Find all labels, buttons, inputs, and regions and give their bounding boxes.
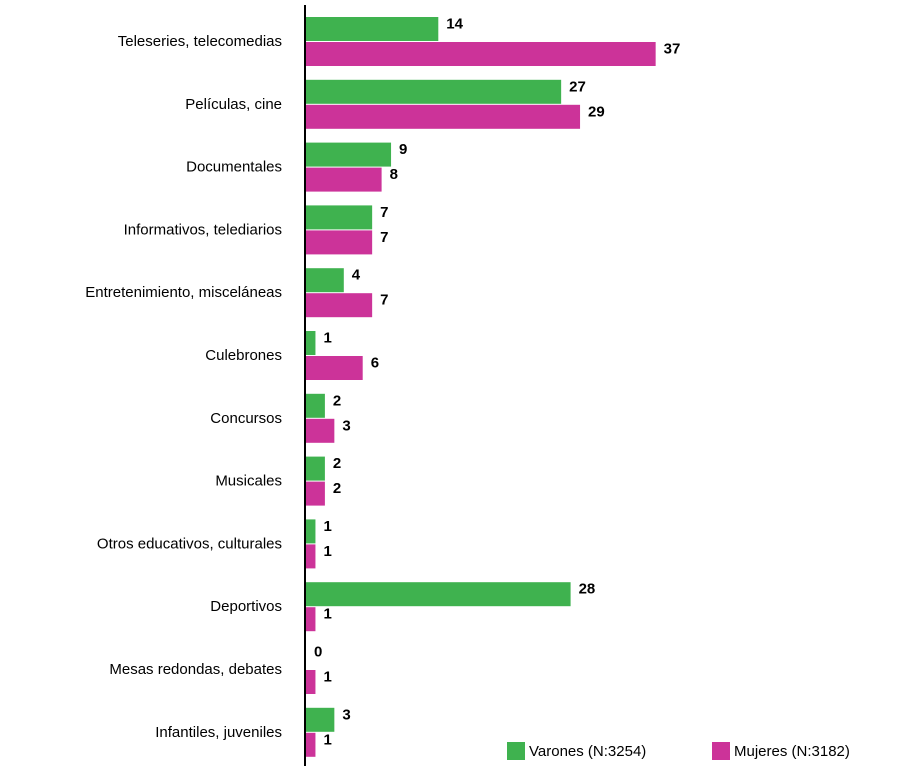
value-label: 7 <box>380 292 388 309</box>
bar <box>306 104 581 129</box>
value-label: 2 <box>333 455 341 472</box>
bar <box>306 356 363 380</box>
value-label: 37 <box>664 40 681 57</box>
category-label: Infantiles, juveniles <box>155 724 282 741</box>
category-label: Culebrones <box>205 347 282 364</box>
legend-label: Varones (N:3254) <box>529 743 646 760</box>
value-label: 1 <box>323 518 331 535</box>
category-label: Teleseries, telecomedias <box>118 33 282 50</box>
category-label: Mesas redondas, debates <box>109 661 282 678</box>
category-label: Deportivos <box>210 598 282 615</box>
value-label: 1 <box>323 606 331 623</box>
category-label: Concursos <box>210 410 282 427</box>
bar <box>306 519 316 544</box>
bar <box>306 481 325 506</box>
value-label: 14 <box>446 15 463 32</box>
value-label: 29 <box>588 103 605 120</box>
bar <box>306 42 656 66</box>
legend-label: Mujeres (N:3182) <box>734 743 850 760</box>
bar <box>306 582 571 607</box>
value-label: 8 <box>390 166 398 183</box>
category-label: Otros educativos, culturales <box>97 535 282 552</box>
legend-swatch <box>712 742 730 760</box>
bar <box>306 707 335 732</box>
value-label: 7 <box>380 229 388 246</box>
category-label: Musicales <box>215 473 282 490</box>
value-label: 9 <box>399 141 407 158</box>
value-label: 27 <box>569 78 586 95</box>
value-label: 4 <box>352 267 361 284</box>
category-label: Entretenimiento, misceláneas <box>85 284 282 301</box>
bar <box>306 142 392 167</box>
legend-swatch <box>507 742 525 760</box>
value-label: 3 <box>342 706 350 723</box>
category-label: Películas, cine <box>185 96 282 113</box>
bar <box>306 393 325 418</box>
bar <box>306 456 325 481</box>
bar <box>306 17 439 41</box>
bar <box>306 670 316 694</box>
bar <box>306 418 335 443</box>
bar <box>306 331 316 355</box>
value-label: 1 <box>323 543 331 560</box>
value-label: 2 <box>333 480 341 497</box>
bar <box>306 167 382 192</box>
value-label: 0 <box>314 643 322 660</box>
bar <box>306 205 373 230</box>
value-label: 28 <box>579 581 596 598</box>
value-label: 2 <box>333 392 341 409</box>
value-label: 1 <box>323 329 331 346</box>
value-label: 3 <box>342 417 350 434</box>
bar <box>306 544 316 569</box>
bar <box>306 293 373 318</box>
bar <box>306 79 562 104</box>
bar <box>306 732 316 757</box>
bar <box>306 230 373 255</box>
value-label: 1 <box>323 668 331 685</box>
bar <box>306 268 344 293</box>
category-label: Documentales <box>186 159 282 176</box>
bar <box>306 607 316 632</box>
category-label: Informativos, telediarios <box>124 221 282 238</box>
value-label: 6 <box>371 354 379 371</box>
value-label: 7 <box>380 204 388 221</box>
value-label: 1 <box>323 731 331 748</box>
